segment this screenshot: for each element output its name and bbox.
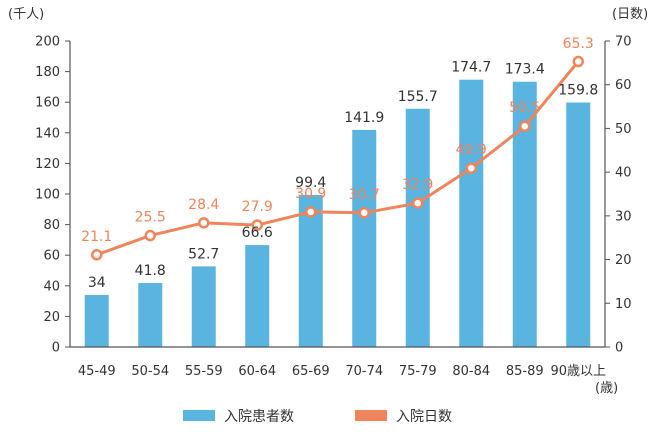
legend-swatch-bar [183, 410, 215, 421]
bar [84, 294, 109, 347]
bar-value-label: 141.9 [344, 110, 384, 126]
line-value-label: 50.5 [509, 100, 540, 116]
legend-label-line: 入院日数 [396, 409, 452, 425]
line-value-label: 40.9 [456, 142, 487, 158]
x-axis-unit: (歳) [595, 381, 618, 396]
left-axis-unit: (千人) [8, 7, 44, 22]
line-point [572, 55, 584, 68]
x-tick-label: 75-79 [399, 364, 437, 379]
legend: 入院患者数 入院日数 [183, 409, 452, 425]
right-tick-label: 70 [615, 35, 632, 50]
line-point [465, 162, 477, 174]
bar-value-label: 99.4 [295, 175, 326, 191]
line-series [96, 60, 580, 257]
bar [405, 108, 430, 348]
x-tick-label: 60-64 [238, 364, 276, 379]
bar-value-label: 34 [88, 275, 106, 291]
left-tick-label: 160 [35, 96, 60, 111]
line-point [198, 217, 210, 229]
legend-swatch-line [355, 410, 387, 421]
line-value-label: 30.9 [295, 186, 326, 202]
bar-value-label: 41.8 [135, 263, 166, 279]
left-tick-label: 20 [43, 310, 60, 325]
line-value-label: 65.3 [563, 36, 594, 52]
left-tick-label: 180 [35, 65, 60, 80]
line-point [91, 249, 103, 261]
x-tick-label: 50-54 [131, 364, 169, 379]
x-tick-label: 80-84 [452, 364, 490, 379]
bar [245, 245, 270, 347]
left-tick-label: 0 [52, 341, 60, 356]
right-tick-label: 40 [615, 166, 632, 181]
left-tick-label: 120 [35, 157, 60, 172]
line-value-label: 30.7 [349, 187, 380, 203]
x-tick-label: 65-69 [292, 364, 330, 379]
line-value-label: 21.1 [81, 229, 112, 245]
bar [566, 102, 591, 347]
bar-value-label: 155.7 [398, 89, 438, 105]
bar [191, 266, 216, 347]
line-value-label: 25.5 [135, 210, 166, 226]
bar [459, 79, 484, 348]
x-tick-label: 45-49 [78, 364, 116, 379]
line-point [412, 197, 424, 209]
line-value-label: 27.9 [242, 199, 273, 215]
right-tick-label: 20 [615, 253, 632, 268]
right-tick-label: 30 [615, 209, 632, 224]
x-tick-label: 90歳以上 [550, 364, 606, 379]
right-tick-label: 0 [615, 341, 623, 356]
line-value-label: 28.4 [188, 197, 219, 213]
right-tick-label: 10 [615, 297, 632, 312]
left-tick-label: 80 [43, 218, 60, 233]
line-value-label: 32.9 [402, 177, 433, 193]
right-tick-label: 50 [615, 122, 632, 137]
line-point [305, 206, 317, 218]
legend-label-bar: 入院患者数 [224, 409, 294, 425]
left-tick-label: 40 [43, 279, 60, 294]
bar-value-label: 52.7 [188, 246, 219, 262]
bar-value-label: 159.8 [558, 83, 598, 99]
bar-value-label: 173.4 [505, 62, 545, 78]
bar [298, 194, 323, 347]
line-point [358, 207, 370, 219]
right-tick-label: 60 [615, 78, 632, 93]
left-tick-label: 140 [35, 126, 60, 141]
x-tick-label: 85-89 [506, 364, 544, 379]
left-tick-label: 100 [35, 188, 60, 203]
right-axis-unit: (日数) [612, 7, 648, 22]
left-tick-label: 60 [43, 249, 60, 264]
bar-value-label: 66.6 [242, 225, 273, 241]
x-tick-label: 70-74 [345, 364, 383, 379]
bar [138, 283, 163, 347]
left-tick-label: 200 [35, 35, 60, 50]
bar-value-label: 174.7 [451, 60, 491, 76]
line-point [519, 120, 531, 132]
x-tick-label: 55-59 [185, 364, 223, 379]
bar [352, 129, 377, 347]
line-point [251, 219, 263, 231]
line-point [144, 229, 156, 242]
